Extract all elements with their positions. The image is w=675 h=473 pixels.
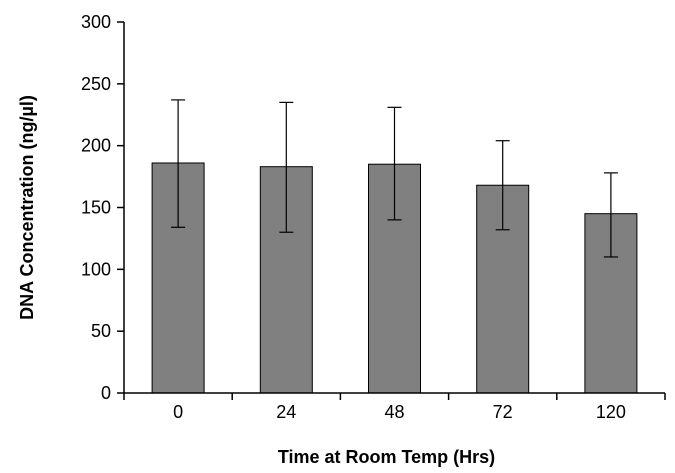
- x-tick-label: 120: [596, 402, 626, 422]
- y-tick-label: 100: [81, 259, 111, 279]
- y-tick-label: 150: [81, 198, 111, 218]
- y-tick-label: 250: [81, 74, 111, 94]
- x-axis-title: Time at Room Temp (Hrs): [278, 447, 495, 467]
- x-axis-ticks: 0 24 48 72 120: [124, 393, 665, 422]
- x-tick-label: 48: [384, 402, 404, 422]
- y-axis-ticks: 0 50 100 150 200 250 300: [81, 12, 124, 403]
- x-tick-label: 0: [173, 402, 183, 422]
- y-axis-title: DNA Concentration (ng/µl): [17, 95, 37, 320]
- y-tick-label: 300: [81, 12, 111, 32]
- y-tick-label: 50: [91, 321, 111, 341]
- y-tick-label: 200: [81, 136, 111, 156]
- x-tick-label: 24: [276, 402, 296, 422]
- y-tick-label: 0: [101, 383, 111, 403]
- x-tick-label: 72: [493, 402, 513, 422]
